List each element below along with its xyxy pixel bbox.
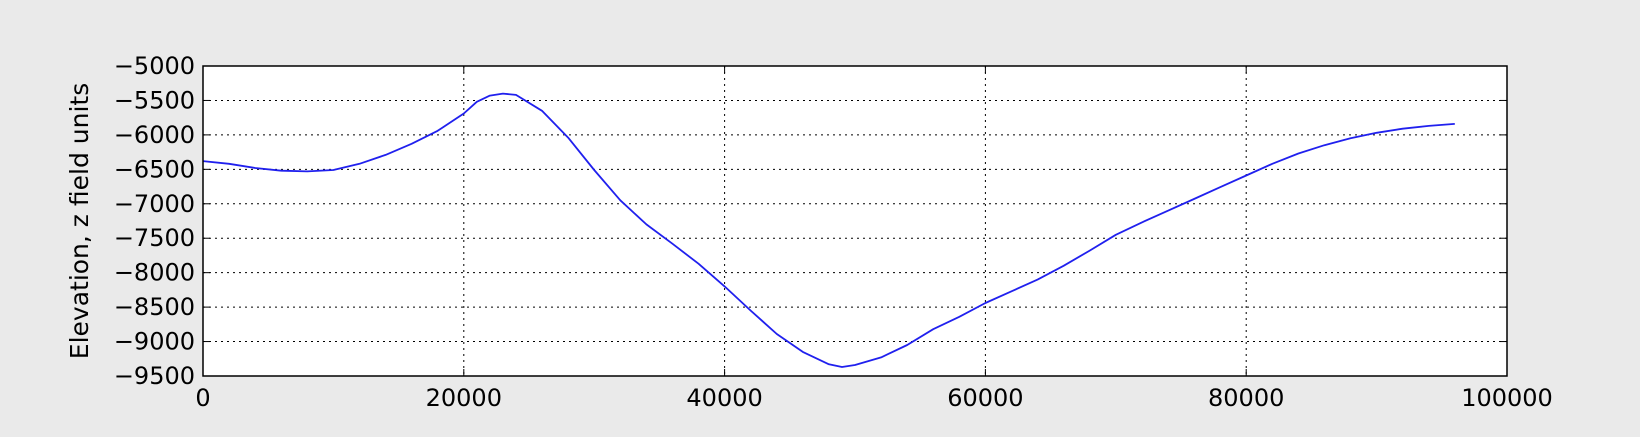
y-tick-label: −8500: [114, 293, 195, 321]
y-tick-label: −6000: [114, 121, 195, 149]
grid-lines: [203, 66, 1507, 376]
y-tick-label: −9500: [114, 362, 195, 390]
y-tick-label: −8000: [114, 259, 195, 287]
x-tick-label: 100000: [1461, 384, 1553, 412]
y-tick-label: −9000: [114, 328, 195, 356]
y-tick-label: −7500: [114, 224, 195, 252]
y-tick-label: −5000: [114, 52, 195, 80]
x-tick-label: 40000: [686, 384, 762, 412]
x-tick-label: 80000: [1208, 384, 1284, 412]
x-tick-label: 20000: [426, 384, 502, 412]
x-tick-label: 60000: [947, 384, 1023, 412]
y-tick-label: −6500: [114, 155, 195, 183]
y-axis-label: Elevation, z field units: [65, 83, 94, 359]
elevation-series-line: [202, 92, 1455, 368]
x-tick-label: 0: [195, 384, 210, 412]
y-tick-label: −7000: [114, 190, 195, 218]
plot-area-background: [203, 66, 1507, 376]
tick-labels: 0 20000 40000 60000 80000 100000 −5000 −5500 −60…: [114, 52, 1553, 412]
series-layer: [202, 92, 1455, 368]
plot-area-frame: [202, 65, 1508, 377]
y-tick-label: −5500: [114, 86, 195, 114]
